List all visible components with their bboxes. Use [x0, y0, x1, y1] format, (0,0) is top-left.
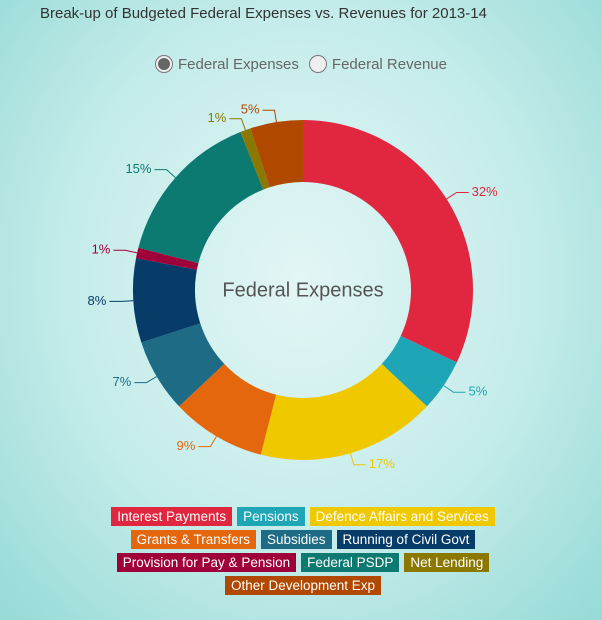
data-label: 9% — [177, 438, 196, 453]
data-label: 5% — [469, 384, 488, 399]
leader-line — [229, 118, 246, 131]
legend-item[interactable]: Federal PSDP — [301, 553, 400, 572]
radio-button[interactable] — [155, 55, 173, 73]
donut-slice — [141, 323, 225, 407]
legend-item[interactable]: Other Development Exp — [224, 576, 382, 595]
donut-slice — [240, 128, 270, 190]
radio-option[interactable]: Federal Revenue — [308, 55, 447, 73]
leader-line — [446, 191, 469, 200]
donut-slice — [133, 258, 201, 343]
donut-slice — [303, 120, 473, 363]
center-label: Federal Expenses — [222, 279, 383, 301]
donut-slice — [138, 131, 264, 264]
leader-line — [109, 300, 134, 302]
data-label: 7% — [113, 374, 132, 389]
legend-item[interactable]: Defence Affairs and Services — [309, 507, 495, 526]
leader-line — [443, 385, 466, 393]
legend-item[interactable]: Pensions — [237, 507, 305, 526]
legend-item[interactable]: Grants & Transfers — [130, 530, 256, 549]
legend-item[interactable]: Subsidies — [260, 530, 332, 549]
leader-line — [113, 249, 138, 254]
data-label: 8% — [88, 293, 107, 308]
donut-slice — [260, 363, 427, 461]
donut-slice — [179, 363, 277, 455]
leader-line — [262, 109, 277, 123]
legend-item[interactable]: Net Lending — [404, 553, 490, 572]
data-label: 17% — [369, 456, 395, 471]
radio-label: Federal Revenue — [331, 55, 447, 73]
data-label: 5% — [241, 102, 260, 117]
legend-item[interactable]: Running of Civil Govt — [336, 530, 476, 549]
leader-line — [198, 436, 217, 448]
legend: Interest Payments Pensions Defence Affairs… — [111, 507, 495, 595]
toggle-group: Federal Expenses Federal Revenue — [0, 55, 602, 73]
donut-slice — [250, 120, 303, 188]
leader-line — [134, 376, 157, 384]
leader-line — [154, 169, 176, 178]
leader-line — [349, 453, 366, 466]
radio-button[interactable] — [308, 55, 327, 73]
radio-label: Federal Expenses — [178, 55, 299, 73]
chart-title: Break-up of Budgeted Federal Expenses vs… — [40, 5, 487, 22]
legend-item[interactable]: Provision for Pay & Pension — [116, 553, 297, 572]
data-label: 1% — [92, 242, 111, 257]
data-label: 1% — [208, 110, 227, 125]
chart: Federal Expenses 32% 5% 17% 9% 7% 8% 1% 15% 1% 5% — [88, 102, 499, 472]
radio-option[interactable]: Federal Expenses — [155, 55, 299, 73]
data-label: 15% — [125, 161, 151, 176]
legend-item[interactable]: Interest Payments — [111, 507, 233, 526]
donut-slice — [136, 247, 199, 270]
data-label: 32% — [472, 184, 498, 199]
donut-slice — [381, 335, 457, 407]
